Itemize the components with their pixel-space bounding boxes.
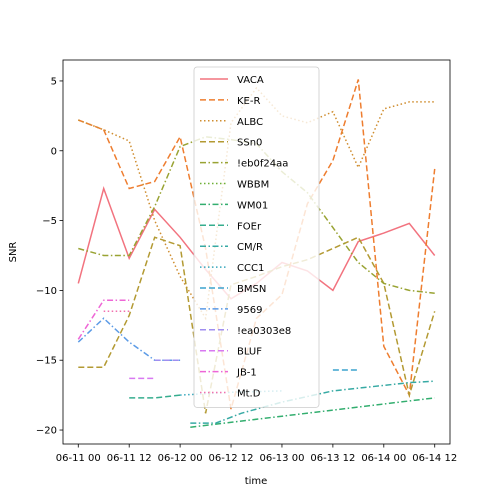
legend-label: KE-R (237, 96, 260, 107)
series-line-6 (190, 397, 435, 428)
legend-label: FOEr (237, 221, 262, 232)
y-axis: −20 −15 −10 −5 0 5 (36, 76, 63, 437)
y-tick-label: 0 (51, 146, 57, 157)
plot-frame (62, 59, 451, 445)
y-tick-label: −5 (42, 216, 57, 227)
legend-label: JB-1 (236, 368, 257, 379)
legend: VACA KE-R ALBC SSn0 !eb0f24aa WBBM WM01 FOEr CM/… (193, 66, 320, 408)
legend-label: BLUF (237, 347, 262, 358)
x-tick-label: 06-12 00 (158, 453, 203, 464)
x-tick-label: 06-13 00 (259, 453, 304, 464)
x-tick-label: 06-14 12 (412, 453, 457, 464)
series-line-3 (78, 236, 436, 414)
y-axis-label: SNR (8, 242, 19, 263)
legend-label: WM01 (237, 200, 268, 211)
x-tick-label: 06-14 00 (361, 453, 406, 464)
legend-label: !ea0303e8 (237, 326, 291, 337)
y-tick-label: −10 (36, 286, 57, 297)
legend-label: CCC1 (237, 263, 264, 274)
x-tick-label: 06-11 00 (56, 453, 101, 464)
series-line-7 (129, 394, 181, 399)
legend-label: !eb0f24aa (237, 159, 288, 170)
legend-label: Mt.D (237, 389, 261, 400)
legend-label: SSn0 (237, 138, 262, 149)
x-axis: 06-11 00 06-11 12 06-12 00 06-12 12 06-13 00… (56, 444, 457, 464)
x-axis-label: time (245, 476, 268, 487)
legend-box (193, 66, 320, 408)
y-tick-label: −20 (36, 426, 57, 437)
x-tick-label: 06-13 12 (310, 453, 355, 464)
legend-label: 9569 (237, 305, 262, 316)
x-tick-label: 06-12 12 (209, 453, 254, 464)
legend-label: ALBC (237, 117, 263, 128)
y-tick-label: 5 (51, 76, 57, 87)
series-line-14 (77, 299, 130, 340)
x-tick-label: 06-11 12 (107, 453, 152, 464)
legend-label: CM/R (237, 242, 263, 253)
series-line-11 (77, 317, 181, 361)
y-tick-label: −15 (36, 356, 57, 367)
legend-label: VACA (237, 75, 264, 86)
legend-label: WBBM (237, 180, 269, 191)
legend-label: BMSN (237, 284, 266, 295)
